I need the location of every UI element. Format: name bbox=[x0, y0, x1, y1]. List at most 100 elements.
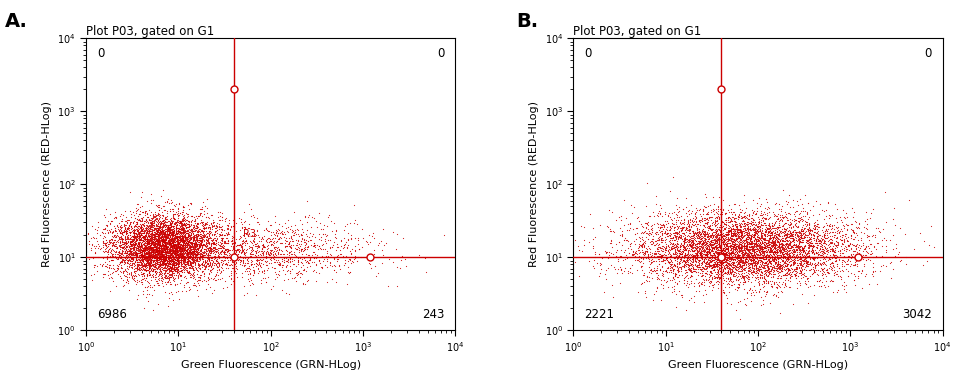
Point bbox=[753, 201, 768, 207]
Point bbox=[744, 240, 759, 247]
Point bbox=[778, 226, 793, 232]
Point bbox=[169, 230, 185, 237]
Point bbox=[684, 248, 700, 254]
Point bbox=[132, 248, 147, 254]
Point bbox=[758, 260, 773, 266]
Point bbox=[650, 220, 665, 226]
Point bbox=[768, 258, 784, 265]
Point bbox=[152, 259, 167, 265]
Point bbox=[192, 231, 208, 237]
Point bbox=[835, 237, 850, 243]
Point bbox=[161, 253, 176, 259]
Point bbox=[156, 260, 171, 266]
Point bbox=[798, 262, 813, 268]
Point bbox=[675, 254, 690, 260]
Point bbox=[189, 262, 205, 268]
Point bbox=[122, 220, 138, 226]
Point bbox=[126, 218, 142, 224]
Point bbox=[682, 255, 698, 262]
Point bbox=[256, 243, 272, 250]
Point bbox=[726, 230, 742, 236]
Point bbox=[706, 267, 722, 273]
Point bbox=[116, 232, 131, 238]
Point bbox=[175, 243, 190, 249]
Point bbox=[152, 227, 167, 233]
Point bbox=[110, 239, 125, 245]
Point bbox=[811, 242, 826, 248]
Point bbox=[728, 255, 744, 261]
Point bbox=[153, 268, 168, 274]
Point bbox=[100, 268, 116, 274]
Point bbox=[125, 260, 141, 266]
Point bbox=[117, 228, 132, 234]
Point bbox=[709, 233, 724, 240]
Point bbox=[170, 208, 186, 214]
Point bbox=[801, 232, 816, 238]
Point bbox=[743, 215, 758, 221]
Point bbox=[566, 266, 581, 272]
Point bbox=[144, 242, 159, 248]
Point bbox=[718, 260, 733, 266]
Point bbox=[644, 226, 659, 232]
Point bbox=[143, 233, 158, 239]
Point bbox=[127, 212, 143, 218]
Point bbox=[724, 211, 740, 217]
Point bbox=[181, 269, 196, 275]
Point bbox=[166, 252, 181, 258]
Point bbox=[710, 223, 725, 230]
Point bbox=[764, 258, 779, 264]
Point bbox=[140, 271, 155, 277]
Point bbox=[152, 241, 167, 247]
Point bbox=[140, 220, 155, 226]
Point bbox=[717, 233, 732, 239]
Point bbox=[207, 222, 222, 228]
Point bbox=[701, 278, 717, 285]
Point bbox=[141, 255, 156, 261]
Point bbox=[701, 262, 717, 268]
Point bbox=[732, 258, 747, 264]
Point bbox=[728, 263, 744, 270]
Point bbox=[285, 238, 300, 244]
Point bbox=[716, 254, 731, 260]
Point bbox=[784, 233, 799, 240]
Point bbox=[708, 261, 723, 267]
Point bbox=[652, 248, 667, 254]
Point bbox=[176, 256, 191, 262]
Point bbox=[751, 195, 767, 201]
Point bbox=[764, 220, 779, 226]
Point bbox=[667, 233, 682, 239]
Point bbox=[719, 260, 734, 266]
Point bbox=[163, 234, 178, 240]
Point bbox=[310, 224, 325, 230]
Point bbox=[746, 249, 762, 255]
Point bbox=[691, 283, 706, 289]
Point bbox=[281, 250, 297, 256]
Point bbox=[151, 202, 167, 208]
Point bbox=[779, 232, 794, 238]
Point bbox=[795, 230, 811, 236]
Point bbox=[766, 264, 781, 270]
Point bbox=[139, 240, 154, 246]
Point bbox=[250, 232, 265, 238]
Point bbox=[336, 235, 351, 241]
Point bbox=[875, 237, 890, 243]
Point bbox=[829, 224, 844, 230]
Point bbox=[171, 295, 187, 301]
Point bbox=[771, 269, 787, 275]
Point bbox=[801, 259, 816, 265]
Point bbox=[796, 245, 812, 251]
Point bbox=[714, 239, 729, 245]
Point bbox=[723, 243, 739, 249]
Point bbox=[763, 245, 778, 251]
Point bbox=[785, 244, 800, 250]
Point bbox=[836, 214, 852, 220]
Point bbox=[207, 228, 222, 235]
Point bbox=[670, 253, 685, 259]
Point bbox=[790, 224, 805, 230]
Point bbox=[167, 243, 183, 249]
Point bbox=[197, 233, 212, 240]
Point bbox=[830, 224, 845, 230]
Point bbox=[129, 242, 145, 248]
Point bbox=[153, 243, 168, 249]
Point bbox=[737, 220, 752, 227]
